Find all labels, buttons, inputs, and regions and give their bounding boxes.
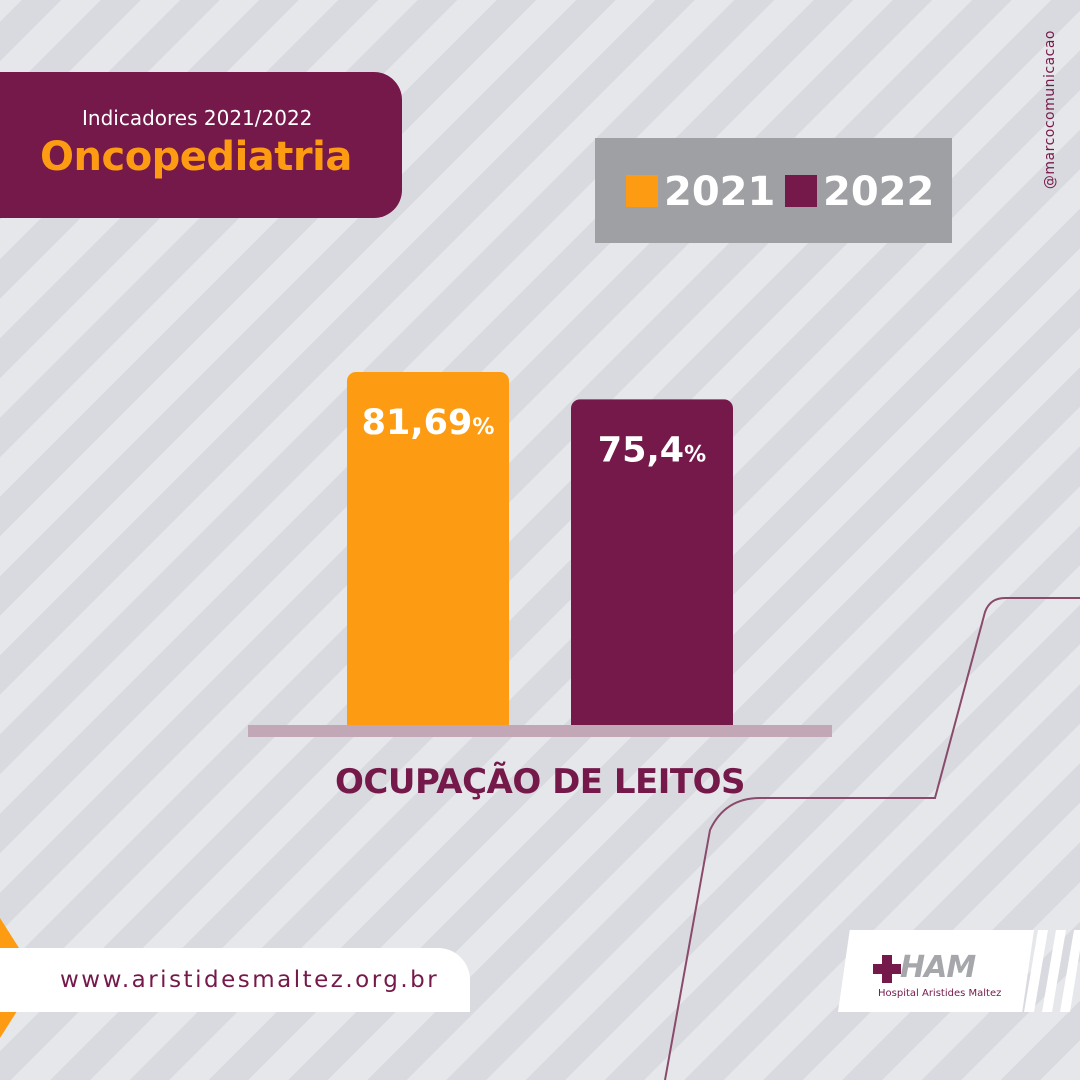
chart-category-label: OCUPAÇÃO DE LEITOS [335, 762, 746, 802]
logo-subtitle: Hospital Aristides Maltez [878, 988, 1002, 999]
page-subtitle: Indicadores 2021/2022 [82, 106, 313, 130]
title-box [0, 72, 402, 218]
url-box [0, 948, 470, 1012]
legend-label-2022: 2022 [823, 169, 935, 215]
logo-text: HAM [900, 950, 976, 985]
legend-swatch-2021 [626, 175, 658, 207]
bar-2021 [347, 372, 509, 733]
bar-2022 [571, 399, 733, 733]
logo-stripes [1024, 930, 1080, 1012]
legend-swatch-2022 [785, 175, 817, 207]
data-label-2022: 75,4% [598, 430, 706, 470]
plus-cross-icon [873, 955, 901, 983]
legend-label-2021: 2021 [664, 169, 776, 215]
data-label-2021: 81,69% [362, 403, 495, 443]
chart-baseline [248, 725, 832, 737]
page-title: Oncopediatria [40, 134, 352, 180]
website-link[interactable]: www.aristidesmaltez.org.br [60, 967, 440, 993]
logo-box [838, 930, 1034, 1012]
